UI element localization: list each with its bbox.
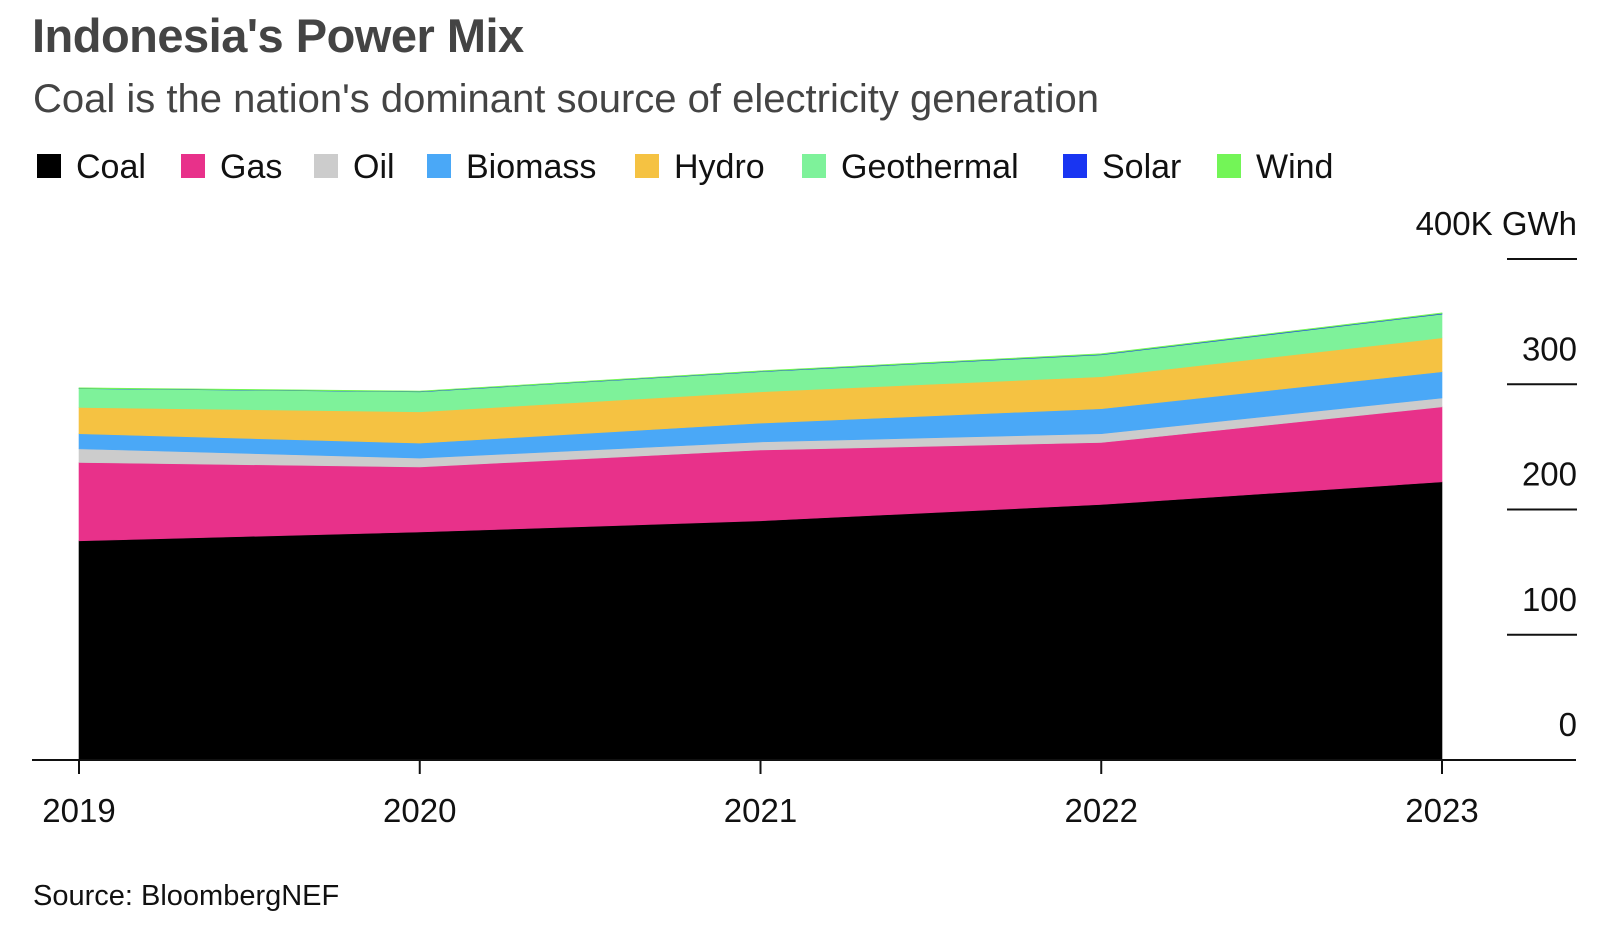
x-tick-label-2022: 2022 <box>1065 792 1138 829</box>
area-layers <box>78 312 1443 761</box>
legend-label-wind: Wind <box>1256 148 1334 186</box>
x-tick-label-2021: 2021 <box>724 792 797 829</box>
y-axis: 0 100 200 300 400K GWh <box>1416 205 1577 743</box>
legend-swatch-gas <box>181 154 205 178</box>
legend-label-oil: Oil <box>353 148 395 186</box>
x-tick-label-2019: 2019 <box>42 792 115 829</box>
chart-title: Indonesia's Power Mix <box>32 9 524 62</box>
legend-swatch-hydro <box>635 154 659 178</box>
legend-swatch-biomass <box>427 154 451 178</box>
legend-label-hydro: Hydro <box>674 148 765 186</box>
legend-swatch-oil <box>314 154 338 178</box>
legend-swatch-coal <box>37 154 61 178</box>
chart-subtitle: Coal is the nation's dominant source of … <box>33 77 1099 121</box>
legend-swatch-wind <box>1217 154 1241 178</box>
source-note: Source: BloombergNEF <box>33 880 340 912</box>
legend-label-geothermal: Geothermal <box>841 148 1019 186</box>
x-axis: 2019 2020 2021 2022 2023 <box>32 759 1576 829</box>
legend-swatch-geothermal <box>802 154 826 178</box>
legend-swatch-solar <box>1063 154 1087 178</box>
x-tick-label-2023: 2023 <box>1405 792 1478 829</box>
y-tick-label-300: 300 <box>1522 330 1577 367</box>
y-tick-label-400: 400K GWh <box>1416 205 1577 242</box>
y-tick-label-100: 100 <box>1522 581 1577 618</box>
legend-label-biomass: Biomass <box>466 148 597 186</box>
y-tick-label-200: 200 <box>1522 456 1577 493</box>
y-tick-label-0: 0 <box>1559 706 1577 743</box>
x-tick-label-2020: 2020 <box>383 792 456 829</box>
legend-label-coal: Coal <box>76 148 146 186</box>
legend-label-solar: Solar <box>1102 148 1182 186</box>
legend-label-gas: Gas <box>220 148 283 186</box>
area-wind <box>78 312 1443 392</box>
legend: Coal Gas Oil Biomass Hydro Geothermal So… <box>0 147 1600 187</box>
